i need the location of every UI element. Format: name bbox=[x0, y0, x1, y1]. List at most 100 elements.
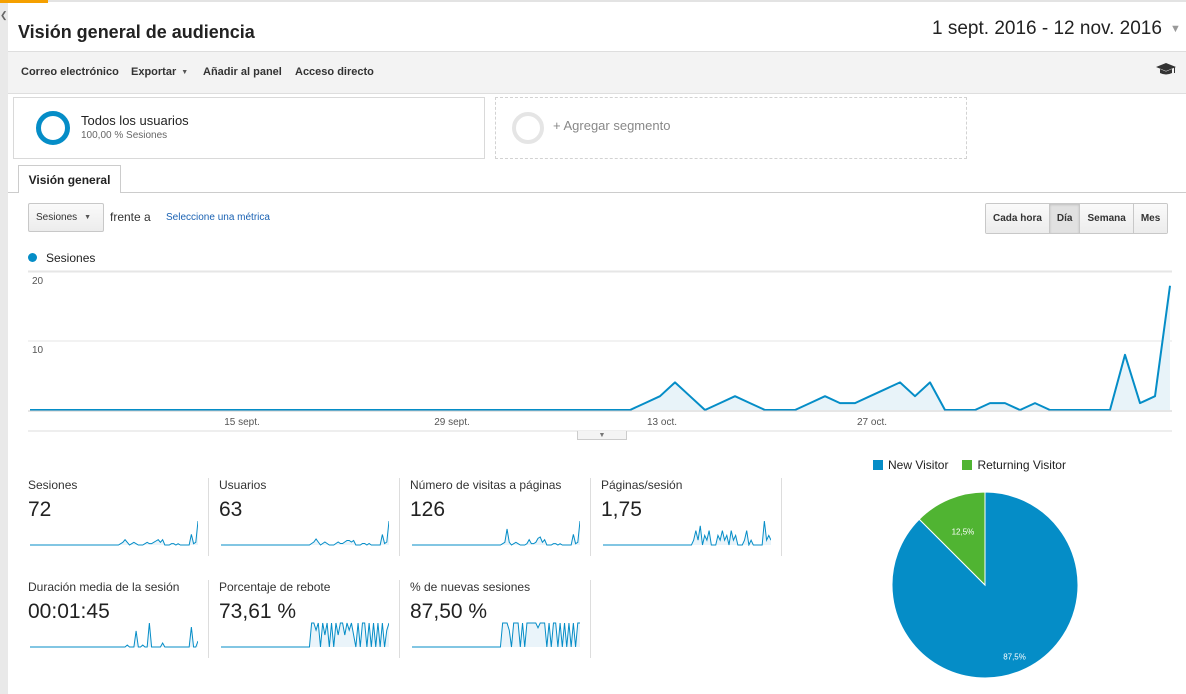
metric-card[interactable]: Usuarios 63 bbox=[219, 478, 399, 556]
add-to-dashboard-label: Añadir al panel bbox=[203, 66, 282, 78]
tab-overview[interactable]: Visión general bbox=[18, 165, 121, 193]
legend-item-new-visitor[interactable]: New Visitor bbox=[873, 458, 948, 472]
metric-label: Duración media de la sesión bbox=[28, 580, 180, 594]
metric-divider bbox=[590, 580, 591, 658]
metric-value: 126 bbox=[410, 498, 446, 521]
top-accent-bar bbox=[0, 0, 48, 3]
segment-subtitle: 100,00 % Sesiones bbox=[81, 130, 168, 141]
metric-card[interactable]: Número de visitas a páginas 126 bbox=[410, 478, 590, 556]
metric-sparkline bbox=[30, 520, 198, 546]
legend-label: Sesiones bbox=[46, 251, 96, 265]
sparkline-line bbox=[221, 520, 389, 546]
segment-ring-icon bbox=[36, 111, 70, 145]
metric-sparkline bbox=[221, 520, 389, 546]
metric-sparkline bbox=[412, 622, 580, 648]
sparkline-line bbox=[603, 520, 771, 546]
segment-all-users[interactable]: Todos los usuarios 100,00 % Sesiones bbox=[13, 97, 485, 159]
metric-value: 72 bbox=[28, 498, 52, 521]
metric-value: 00:01:45 bbox=[28, 600, 110, 623]
expand-chart-handle[interactable]: ▼ bbox=[577, 431, 627, 440]
metric-dropdown-value: Sesiones bbox=[36, 212, 78, 223]
metric-label: Número de visitas a páginas bbox=[410, 478, 562, 492]
report-toolbar: Correo electrónico Exportar ▼ Añadir al p… bbox=[8, 51, 1186, 94]
legend-label: New Visitor bbox=[888, 458, 949, 472]
metric-sparkline bbox=[603, 520, 771, 546]
legend-item-returning-visitor[interactable]: Returning Visitor bbox=[962, 458, 1066, 472]
legend-swatch bbox=[873, 460, 883, 470]
email-button[interactable]: Correo electrónico bbox=[21, 66, 119, 78]
series-line bbox=[30, 285, 1171, 411]
chevron-down-icon: ▼ bbox=[84, 214, 92, 221]
versus-label: frente a bbox=[110, 210, 151, 224]
add-segment-button[interactable]: + Agregar segmento bbox=[495, 97, 967, 159]
sparkline-area bbox=[30, 521, 198, 545]
x-tick-label: 27 oct. bbox=[857, 417, 887, 428]
metric-divider bbox=[208, 580, 209, 658]
select-metric-link[interactable]: Seleccione una métrica bbox=[166, 212, 270, 223]
x-tick-label: 15 sept. bbox=[224, 417, 260, 428]
add-segment-label: + Agregar segmento bbox=[553, 118, 671, 133]
period-week-button[interactable]: Semana bbox=[1080, 204, 1134, 233]
collapse-sidebar-icon[interactable]: ❮ bbox=[0, 10, 8, 20]
metric-card[interactable]: Duración media de la sesión 00:01:45 bbox=[28, 580, 208, 658]
metric-label: Sesiones bbox=[28, 478, 78, 492]
visitor-type-pie-chart[interactable]: 87,5% 12,5% bbox=[880, 480, 1090, 690]
chevron-down-icon: ▼ bbox=[1169, 23, 1181, 35]
metric-label: Usuarios bbox=[219, 478, 267, 492]
segment-title: Todos los usuarios bbox=[81, 113, 189, 128]
metric-dropdown[interactable]: Sesiones ▼ bbox=[28, 203, 104, 232]
metric-card[interactable]: % de nuevas sesiones 87,50 % bbox=[410, 580, 590, 658]
metric-sparkline bbox=[30, 622, 198, 648]
pie-slice[interactable] bbox=[918, 491, 986, 587]
metric-divider bbox=[399, 478, 400, 556]
add-to-dashboard-button[interactable]: Añadir al panel bbox=[203, 66, 282, 78]
export-label: Exportar bbox=[131, 66, 177, 78]
sparkline-area bbox=[412, 623, 580, 647]
sparkline-line bbox=[412, 520, 580, 546]
graduation-cap-icon[interactable] bbox=[1156, 61, 1176, 82]
metric-divider bbox=[781, 478, 782, 556]
sparkline-line bbox=[30, 520, 198, 546]
pie-slice-label: 12,5% bbox=[952, 528, 975, 537]
metric-divider bbox=[208, 478, 209, 556]
metric-divider bbox=[590, 478, 591, 556]
email-label: Correo electrónico bbox=[21, 66, 119, 78]
sparkline-line bbox=[412, 622, 580, 648]
metric-card[interactable]: Páginas/sesión 1,75 bbox=[601, 478, 781, 556]
legend-swatch bbox=[962, 460, 973, 470]
sparkline-area bbox=[221, 623, 389, 647]
shortcut-button[interactable]: Acceso directo bbox=[295, 66, 374, 78]
metric-value: 73,61 % bbox=[219, 600, 297, 623]
tab-divider bbox=[8, 192, 1186, 193]
metric-label: Porcentaje de rebote bbox=[219, 580, 331, 594]
metric-card[interactable]: Sesiones 72 bbox=[28, 478, 208, 556]
metric-sparkline bbox=[412, 520, 580, 546]
sparkline-area bbox=[30, 623, 198, 647]
pie-slice-label: 87,5% bbox=[1003, 652, 1026, 661]
empty-segment-ring-icon bbox=[512, 112, 544, 144]
sparkline-area bbox=[412, 521, 580, 545]
series-area bbox=[30, 285, 1170, 410]
metric-value: 1,75 bbox=[601, 498, 642, 521]
metric-value: 63 bbox=[219, 498, 243, 521]
pie-legend: New Visitor Returning Visitor bbox=[873, 458, 1066, 472]
period-toggle-group: Cada hora Día Semana Mes bbox=[985, 203, 1169, 234]
left-edge-strip bbox=[0, 0, 8, 694]
metric-card[interactable]: Porcentaje de rebote 73,61 % bbox=[219, 580, 399, 658]
metric-label: % de nuevas sesiones bbox=[410, 580, 531, 594]
x-tick-label: 29 sept. bbox=[434, 417, 470, 428]
date-range-picker[interactable]: 1 sept. 2016 - 12 nov. 2016 ▼ bbox=[932, 14, 1182, 44]
metric-label: Páginas/sesión bbox=[601, 478, 683, 492]
period-month-button[interactable]: Mes bbox=[1133, 204, 1168, 233]
pie-slice[interactable] bbox=[891, 491, 1079, 679]
metric-sparkline bbox=[221, 622, 389, 648]
x-tick-label: 13 oct. bbox=[647, 417, 677, 428]
period-day-button[interactable]: Día bbox=[1049, 204, 1081, 233]
shortcut-label: Acceso directo bbox=[295, 66, 374, 78]
sessions-line-chart[interactable]: 10 20 15 sept. 29 sept. 13 oct. 27 oct. bbox=[0, 262, 1186, 434]
legend-marker bbox=[28, 253, 37, 262]
period-hourly-button[interactable]: Cada hora bbox=[986, 204, 1050, 233]
sparkline-area bbox=[221, 521, 389, 545]
export-button[interactable]: Exportar ▼ bbox=[131, 66, 188, 78]
y-tick-label: 20 bbox=[32, 276, 44, 287]
